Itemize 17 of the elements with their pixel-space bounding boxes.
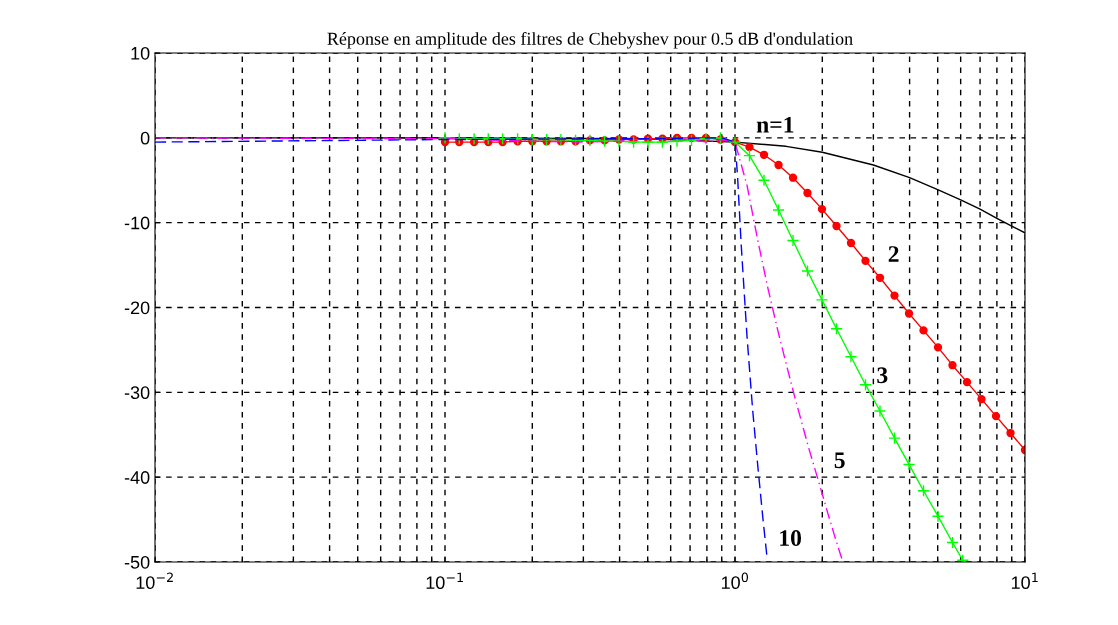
y-tick-label: -30	[124, 386, 150, 400]
series-label: 3	[877, 367, 888, 384]
x-tick-label: 10$^{−1}$	[426, 572, 463, 590]
series-label: 2	[888, 246, 899, 262]
series-label: n=1	[756, 116, 794, 133]
y-tick-label: -20	[124, 301, 150, 315]
chart-title: Réponse en amplitude des filtres de Chebyshev pour 0.5 dB d'ondulation	[327, 31, 853, 49]
y-tick-label: -40	[124, 471, 150, 484]
series-label: 10	[780, 530, 802, 547]
y-tick-label: 0	[140, 131, 150, 145]
x-tick-label: 10$^{0}$	[721, 572, 749, 590]
y-tick-label: -50	[124, 555, 150, 569]
x-tick-label: 10$^{−2}$	[136, 572, 173, 590]
x-tick-label: 10$^{1}$	[1011, 572, 1038, 590]
series-label: 5	[834, 452, 845, 469]
y-tick-label: -10	[124, 216, 150, 230]
y-tick-label: 10	[131, 46, 150, 60]
